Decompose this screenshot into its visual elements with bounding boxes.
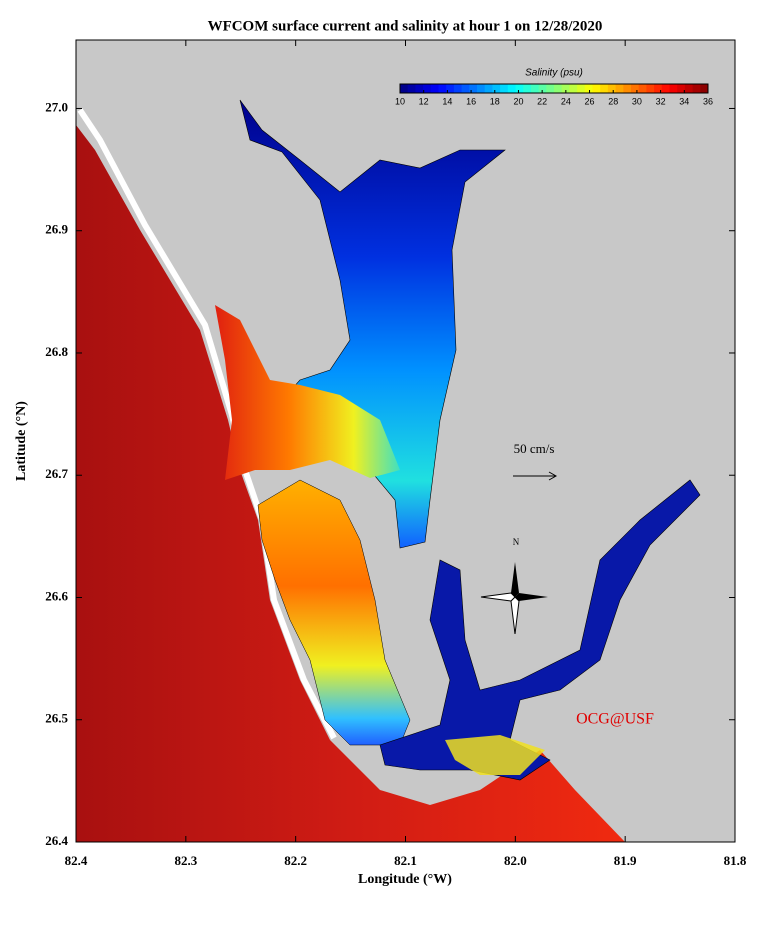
x-tick-label: 82.4: [65, 853, 88, 868]
colorbar-segment: [607, 84, 617, 93]
colorbar-segment: [492, 84, 501, 93]
y-tick-label: 26.7: [45, 466, 68, 481]
colorbar-tick-label: 20: [513, 96, 523, 106]
colorbar-segment: [661, 84, 670, 93]
colorbar-segment: [546, 84, 555, 93]
y-tick-label: 27.0: [45, 99, 68, 114]
colorbar-tick-label: 26: [585, 96, 595, 106]
colorbar-segment: [677, 84, 686, 93]
colorbar-segment: [453, 84, 463, 93]
colorbar-segment: [430, 84, 439, 93]
river-mouth-mixing: [445, 735, 545, 775]
colorbar-segment: [569, 84, 578, 93]
colorbar-segment: [592, 84, 601, 93]
colorbar-segment: [654, 84, 663, 93]
colorbar-tick-label: 32: [656, 96, 666, 106]
charlotte-harbor: [239, 99, 506, 549]
colorbar-segment: [584, 84, 593, 93]
colorbar-segment: [669, 84, 678, 93]
colorbar-segment: [423, 84, 432, 93]
colorbar-segment: [477, 84, 486, 93]
colorbar-segment: [631, 84, 640, 93]
scale-arrow: 50 cm/s: [513, 441, 558, 481]
colorbar-tick-label: 14: [442, 96, 452, 106]
y-tick-label: 26.4: [45, 833, 68, 848]
x-tick-label: 82.3: [174, 853, 197, 868]
colorbar-segment: [700, 84, 709, 93]
colorbar-tick-label: 12: [419, 96, 429, 106]
caloosahatchee-river: [379, 479, 701, 781]
colorbar-segment: [538, 84, 547, 93]
credit-label: OCG@USF: [576, 711, 654, 728]
colorbar-segment: [461, 84, 470, 93]
y-tick-label: 26.8: [45, 344, 68, 359]
colorbar-label: Salinity (psu): [525, 68, 583, 79]
gulf-water: [76, 125, 625, 842]
colorbar-tick-label: 18: [490, 96, 500, 106]
compass-label: N: [513, 537, 520, 547]
compass-n: [511, 562, 519, 597]
colorbar-segment: [561, 84, 570, 93]
colorbar-frame: [399, 83, 709, 94]
colorbar-tick-label: 10: [395, 96, 405, 106]
colorbar-segment: [692, 84, 701, 93]
colorbar-segment: [646, 84, 655, 93]
y-tick-label: 26.5: [45, 711, 68, 726]
x-tick-label: 82.1: [394, 853, 417, 868]
colorbar-segment: [600, 84, 609, 93]
colorbar-segment: [500, 84, 509, 93]
x-tick-label: 82.0: [504, 853, 527, 868]
colorbar-segment: [554, 84, 563, 93]
colorbar-segment: [530, 84, 540, 93]
colorbar-tick-label: 36: [703, 96, 713, 106]
colorbar-segment: [400, 84, 409, 93]
colorbar-segment: [523, 84, 532, 93]
colorbar-segment: [638, 84, 647, 93]
map-area: OCG@USF 50 cm/s N: [75, 39, 736, 843]
colorbar-segment: [507, 84, 516, 93]
colorbar-tick-label: 16: [466, 96, 476, 106]
colorbar-tick-label: 22: [537, 96, 547, 106]
boca-grande-pass: [215, 305, 400, 480]
colorbar-segment: [577, 84, 586, 93]
x-tick-label: 81.8: [724, 853, 747, 868]
colorbar-segment: [623, 84, 632, 93]
x-axis-label: Longitude (°W): [358, 872, 452, 887]
y-axis-label: Latitude (°N): [14, 401, 29, 481]
colorbar-segment: [684, 84, 694, 93]
colorbar-segment: [438, 84, 447, 93]
y-tick-label: 26.9: [45, 222, 68, 237]
colorbar-segment: [515, 84, 524, 93]
y-tick-label: 26.6: [45, 588, 68, 603]
compass-rose: N: [480, 537, 548, 635]
x-tick-label: 81.9: [614, 853, 637, 868]
compass-e: [515, 593, 548, 601]
colorbar-tick-label: 28: [608, 96, 618, 106]
scale-label: 50 cm/s: [514, 441, 555, 456]
chart-title: WFCOM surface current and salinity at ho…: [208, 18, 603, 34]
x-tick-label: 82.2: [284, 853, 307, 868]
colorbar-tick-label: 30: [632, 96, 642, 106]
colorbar-tick-label: 34: [679, 96, 689, 106]
colorbar-segment: [415, 84, 424, 93]
colorbar-segment: [446, 84, 455, 93]
colorbar-segment: [484, 84, 493, 93]
colorbar-segment: [407, 84, 416, 93]
colorbar-tick-label: 24: [561, 96, 571, 106]
scale-arrow-head: [548, 471, 558, 481]
colorbar-segment: [469, 84, 478, 93]
colorbar-segment: [615, 84, 624, 93]
